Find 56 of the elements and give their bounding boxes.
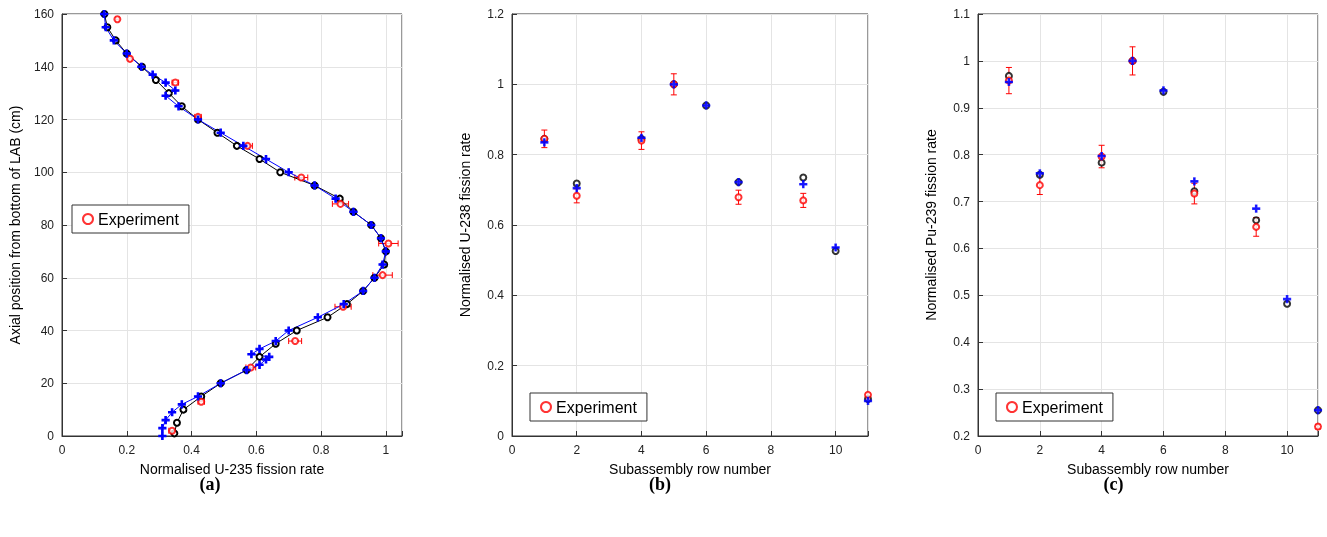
y-tick-label: 0.2 [953,429,971,443]
y-axis-title: Normalised Pu-239 fission rate [923,129,939,321]
x-tick-label: 0 [58,443,66,457]
legend-label: Experiment [98,210,180,228]
y-tick-label: 0 [497,429,505,443]
legend-label: Experiment [556,398,638,416]
x-tick-label: 0 [974,443,982,457]
x-tick-label: 4 [1098,443,1106,457]
x-tick-label: 6 [1160,443,1168,457]
y-tick-label: 0.4 [953,335,971,350]
x-tick-label: 0 [508,443,516,457]
y-tick-label: 0.5 [953,288,971,303]
y-tick-label: 0.4 [487,288,505,303]
y-tick-label: 0.2 [487,358,505,373]
x-tick-label: 1 [382,443,390,457]
y-tick-label: 40 [40,323,55,338]
y-tick-label: 0.6 [487,218,505,232]
y-tick-label: 1 [497,77,505,92]
y-tick-label: 20 [40,376,55,391]
x-tick-label: 10 [828,443,843,457]
y-tick-label: 120 [33,112,55,127]
x-axis-title: Normalised U-235 fission rate [139,461,325,477]
y-tick-label: 1.2 [487,7,505,21]
text: (a) [199,474,221,495]
y-tick-label: 160 [33,7,55,21]
x-tick-label: 0.2 [118,443,136,457]
legend-label: Experiment [1022,398,1104,416]
x-tick-label: 0.8 [312,443,330,457]
x-tick-label: 8 [767,443,775,457]
y-tick-label: 0.8 [953,147,971,162]
y-tick-label: 140 [33,59,55,74]
x-tick-label: 10 [1280,443,1295,457]
x-tick-label: 0.6 [247,443,265,457]
y-axis-title: Normalised U-238 fission rate [457,132,473,318]
y-tick-label: 0.7 [953,194,971,209]
x-tick-label: 8 [1221,443,1229,457]
y-tick-label: 0.8 [487,147,505,162]
x-axis-title: Subassembly row number [609,461,772,477]
y-tick-label: 0.6 [953,241,971,256]
y-tick-label: 0.9 [953,100,971,115]
y-tick-label: 1.1 [953,7,971,21]
text: (b) [649,474,671,495]
x-tick-label: 2 [573,443,581,457]
x-tick-label: 6 [702,443,710,457]
y-tick-label: 100 [33,165,55,180]
y-tick-label: 1 [963,53,971,68]
x-tick-label: 0.4 [183,443,201,457]
y-tick-label: 60 [40,270,55,285]
y-tick-label: 80 [40,218,55,232]
x-tick-label: 4 [638,443,646,457]
y-tick-label: 0.3 [953,382,971,397]
y-tick-label: 0 [47,429,55,443]
y-axis-title: Axial position from bottom of LAB (cm) [7,105,23,345]
x-tick-label: 2 [1036,443,1044,457]
text: (c) [1103,474,1124,495]
x-axis-title: Subassembly row number [1067,461,1230,477]
